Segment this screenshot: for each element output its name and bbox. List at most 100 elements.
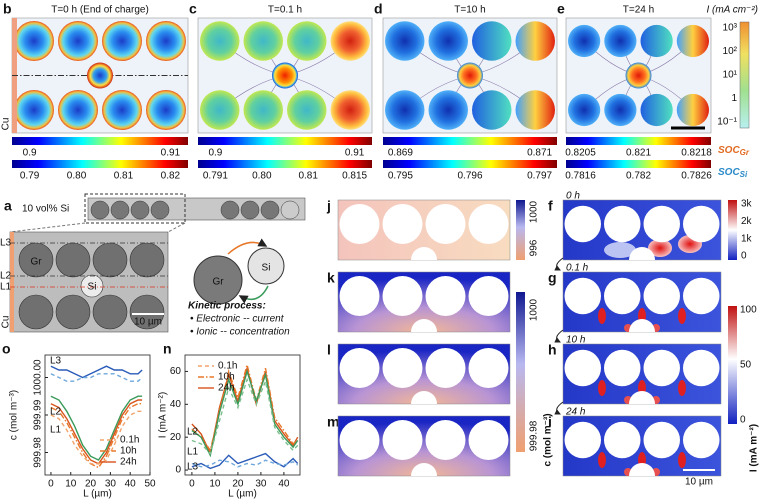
data-line	[50, 373, 143, 382]
colorbar-tick-label: 100	[740, 305, 757, 316]
soc-gr-colorbar	[383, 137, 557, 145]
panel-letter: b	[3, 1, 12, 17]
silicon-void	[411, 319, 437, 332]
colorbar-tick-label: 1k	[741, 233, 753, 244]
silicon-void	[629, 391, 655, 404]
data-line	[191, 459, 299, 468]
colorbar-tick-label: 0.871	[527, 148, 552, 159]
zoom-frame	[84, 193, 186, 224]
data-line	[50, 365, 143, 379]
colorbar-tick-label: 0.796	[457, 171, 482, 182]
colorbar-tick-label: 0.80	[67, 171, 87, 182]
panel-title: T=24 h	[623, 5, 654, 16]
colorbar-tick-label: 0.7816	[565, 171, 596, 182]
legend-label: 10h	[218, 372, 235, 383]
soc-label: SOCSi	[718, 167, 748, 179]
silicon-void	[629, 319, 655, 332]
y-tick-label: 20	[170, 432, 182, 443]
schematic-graphite	[193, 255, 243, 305]
soc-label-main: SOC	[718, 167, 740, 178]
current-colorbar	[739, 21, 750, 129]
data-line	[191, 377, 299, 455]
colorbar-label: I (mA m⁻²)	[749, 424, 760, 472]
silicon-void	[411, 391, 437, 404]
legend-label: 24h	[218, 383, 235, 394]
graphite-particle	[58, 21, 98, 61]
particle-void	[604, 205, 641, 243]
current-hotspot	[598, 452, 606, 468]
x-tick-label: 0	[189, 479, 195, 490]
graphite-particle	[287, 21, 327, 61]
particle-void	[382, 276, 423, 316]
schematic-silicon	[247, 247, 285, 285]
graphite-particle	[604, 24, 637, 58]
colorbar-tick-label: 0.815	[342, 171, 367, 182]
silicon-particle	[80, 274, 104, 298]
cu-label: Cu	[1, 118, 12, 131]
soc-gr-colorbar	[198, 137, 372, 145]
line-label: L1	[187, 447, 199, 458]
colorbar-tick-label: 10³	[723, 23, 738, 34]
graphite-particle	[18, 242, 54, 278]
panel-letter: e	[557, 1, 565, 17]
graphite-particle	[58, 90, 98, 130]
particle-void	[643, 349, 680, 387]
soc-label-main: SOC	[718, 145, 740, 156]
graphite-particle	[568, 93, 601, 127]
panel-letter: j	[326, 198, 331, 214]
colorbar-label: c (mol m⁻³)	[543, 413, 554, 466]
panel-title: T=0.1 h	[268, 5, 302, 16]
particle-void	[468, 348, 509, 388]
colorbar-tick-label: 0.9	[208, 148, 222, 159]
colorbar-tick-label: 0.80	[252, 171, 272, 182]
strip-particle	[110, 200, 130, 220]
graphite-particle	[568, 24, 601, 58]
plot-frame	[184, 354, 301, 476]
strip-particle	[280, 200, 300, 220]
scale-label: 10 µm	[134, 317, 162, 328]
legend-label: 24h	[120, 457, 137, 468]
kinetic-bullet: • Electronic -- current	[190, 314, 285, 325]
current-hotspot	[598, 308, 606, 324]
time-label: 10 h	[566, 335, 586, 346]
x-tick-label: 40	[278, 479, 290, 490]
y-tick-label: 60	[170, 366, 182, 377]
line-label: L3	[0, 238, 12, 249]
colorbar-tick-label: 1	[731, 93, 737, 104]
panel-letter: l	[327, 342, 331, 358]
particle-void	[425, 348, 466, 388]
colorbar-tick-label: 50	[740, 360, 752, 371]
strip-particle	[260, 200, 280, 220]
graphite-particle	[14, 21, 54, 61]
graphite-particle	[14, 90, 54, 130]
strip-particle	[90, 200, 110, 220]
silicon-particle	[457, 62, 483, 89]
colorbar-tick-label: 3k	[741, 199, 753, 210]
loading-label: 10 vol% Si	[22, 204, 69, 215]
graphite-particle	[640, 24, 673, 58]
soc-si-colorbar	[383, 160, 557, 168]
x-tick-label: 10	[209, 479, 221, 490]
colorbar-tick-label: 0.869	[388, 148, 413, 159]
scale-label: 10 µm	[685, 477, 713, 488]
graphite-particle	[676, 24, 709, 58]
particle-void	[382, 348, 423, 388]
graphite-particle	[55, 242, 91, 278]
particle-label: Gr	[30, 257, 42, 268]
silicon-void	[411, 247, 437, 260]
silicon-particle	[625, 62, 652, 89]
copper-collector	[10, 232, 14, 332]
soc-gr-colorbar	[12, 137, 188, 145]
panel-title: T=10 h	[454, 5, 485, 16]
legend-label: 10h	[120, 446, 137, 457]
graphite-particle	[92, 294, 128, 330]
graphite-particle	[200, 90, 240, 130]
soc-si-colorbar	[12, 160, 188, 168]
time-arrow	[554, 257, 564, 271]
graphite-particle	[18, 294, 54, 330]
zoom-lines	[9, 222, 186, 233]
graphite-particle	[200, 21, 240, 61]
soc-gr-colorbar	[566, 137, 711, 145]
